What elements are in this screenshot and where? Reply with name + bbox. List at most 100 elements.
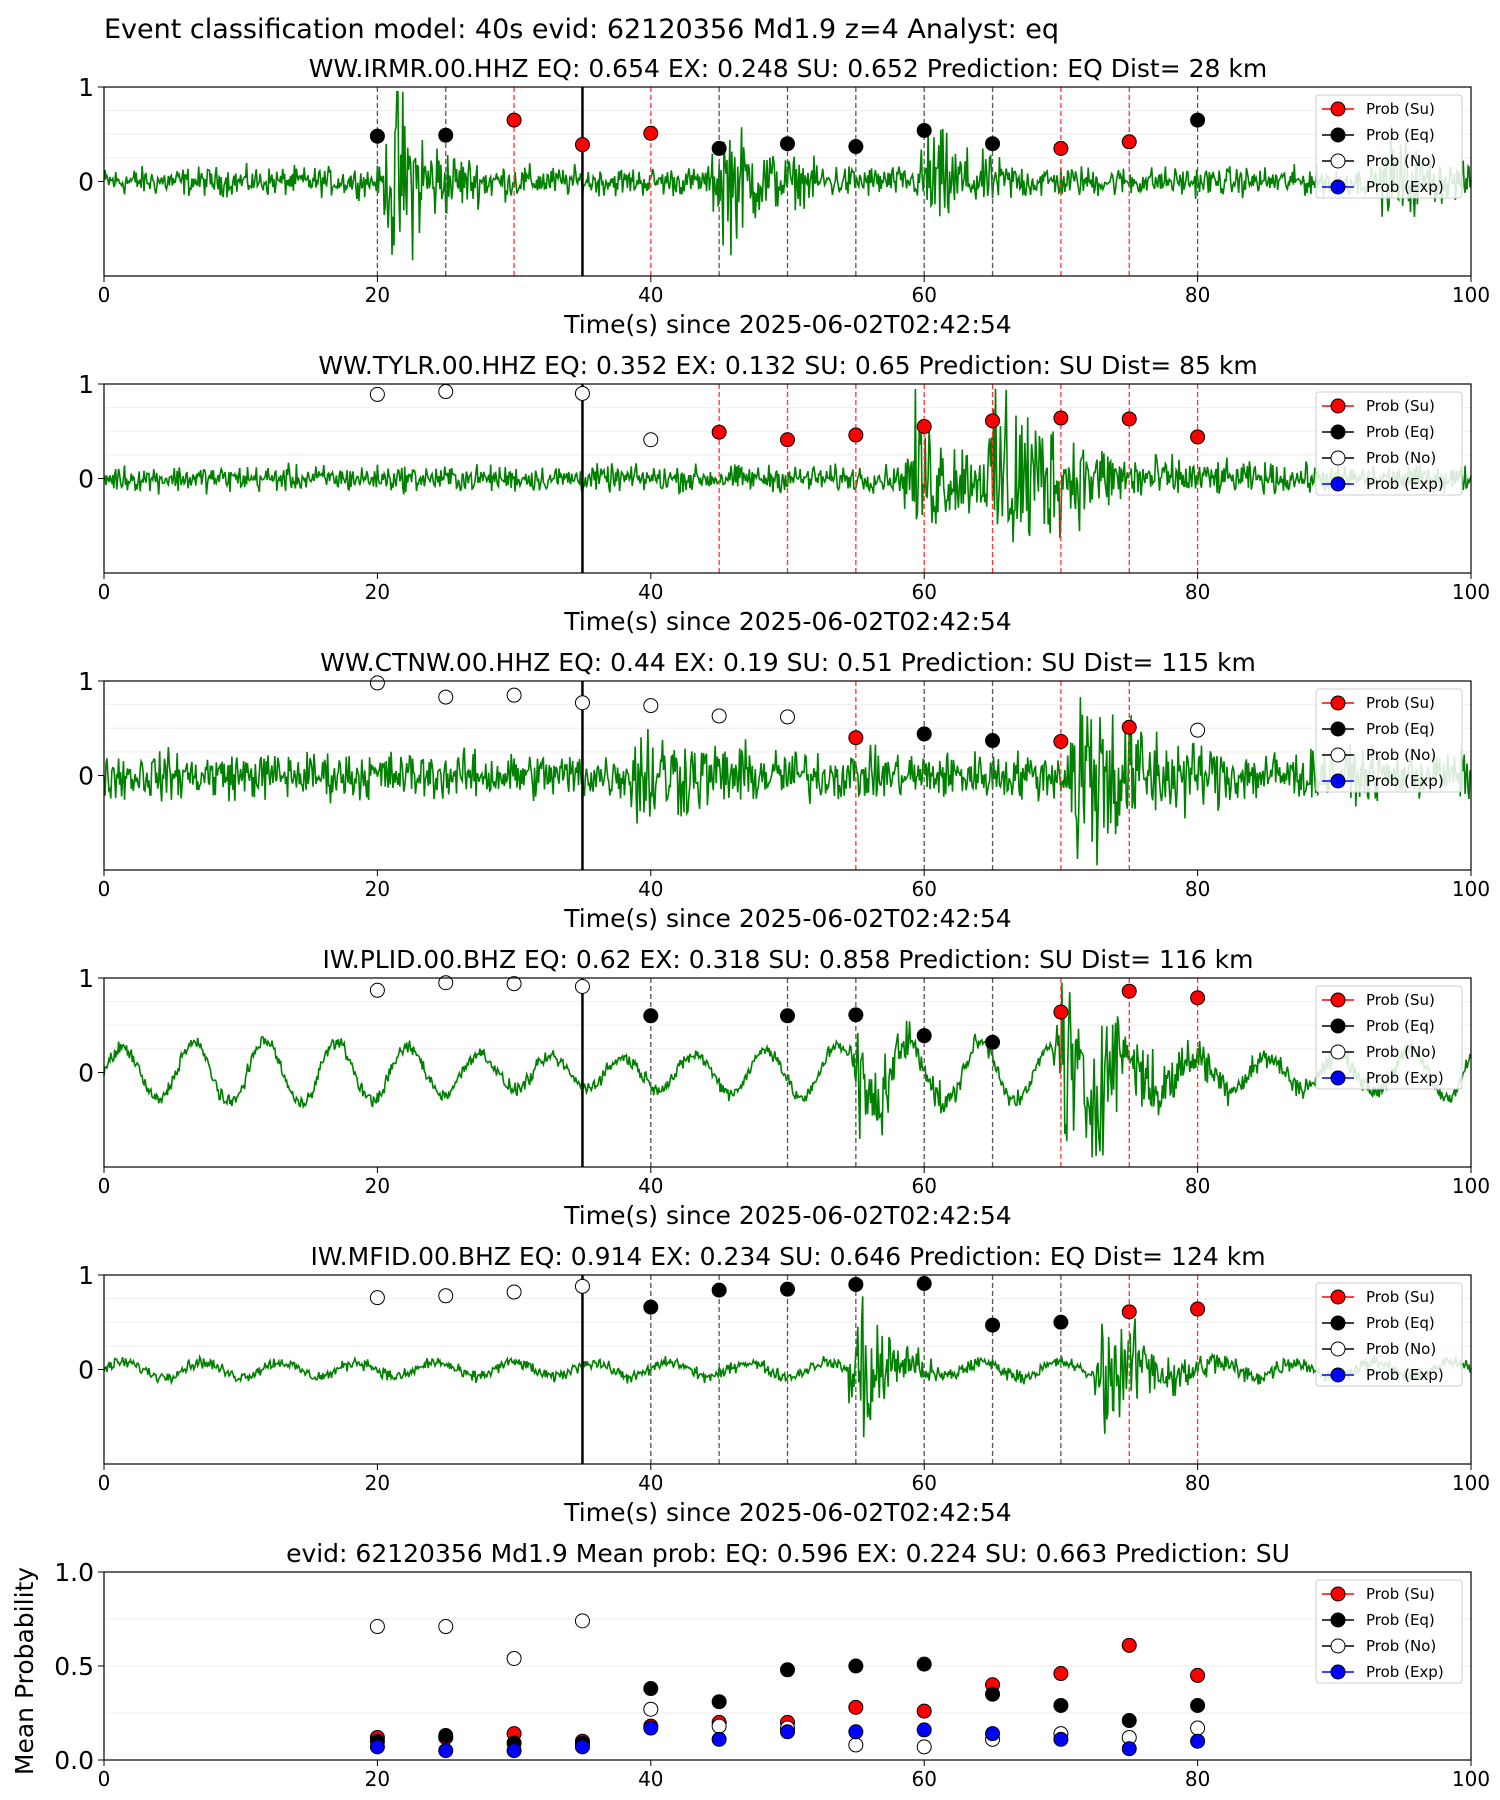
- prob-marker-no: [711, 708, 727, 724]
- prob-marker-su: [1121, 1304, 1137, 1320]
- prob-marker-su: [1121, 134, 1137, 150]
- prob-marker-su: [574, 137, 590, 153]
- legend-marker-exp: [1330, 1664, 1346, 1680]
- panels: WW.IRMR.00.HHZ EQ: 0.654 EX: 0.248 SU: 0…: [10, 54, 1490, 1791]
- legend-label: Prob (No): [1366, 449, 1436, 467]
- x-tick-label: 60: [911, 580, 936, 604]
- prob-marker-no: [643, 432, 659, 448]
- legend-marker-eq: [1330, 424, 1346, 440]
- panel-4: IW.MFID.00.BHZ EQ: 0.914 EX: 0.234 SU: 0…: [78, 1242, 1490, 1527]
- prob-marker-no: [506, 687, 522, 703]
- prob-marker-no: [780, 709, 795, 725]
- y-tick-label: 0: [78, 1059, 94, 1088]
- prob-marker-su: [1121, 983, 1137, 999]
- x-tick-label: 20: [365, 1767, 390, 1791]
- mean-marker-eq: [438, 1728, 454, 1744]
- y-tick-label: 0: [78, 168, 94, 197]
- legend-box: [1315, 1579, 1463, 1684]
- prob-marker-eq: [985, 1034, 1001, 1050]
- prob-marker-su: [848, 427, 864, 443]
- mean-marker-no: [574, 1613, 590, 1629]
- x-tick-label: 100: [1452, 580, 1490, 604]
- x-tick-label: 0: [98, 1471, 111, 1495]
- legend-marker-su: [1330, 101, 1346, 117]
- y-tick-label: 0: [78, 1356, 94, 1385]
- prob-marker-no: [574, 695, 590, 711]
- x-tick-label: 40: [638, 580, 663, 604]
- x-tick-label: 80: [1185, 283, 1210, 307]
- legend-label: Prob (No): [1366, 1637, 1436, 1655]
- x-tick-label: 20: [365, 877, 390, 901]
- x-tick-label: 0: [98, 1767, 111, 1791]
- legend-marker-no: [1330, 1638, 1346, 1654]
- prob-marker-no: [643, 698, 659, 714]
- prob-marker-su: [1053, 140, 1069, 156]
- prob-marker-no: [574, 1278, 590, 1294]
- legend-box: [1315, 688, 1463, 793]
- prob-marker-eq: [985, 733, 1001, 749]
- panel-title: WW.IRMR.00.HHZ EQ: 0.654 EX: 0.248 SU: 0…: [309, 54, 1267, 83]
- legend-box: [1315, 985, 1463, 1090]
- x-tick-label: 80: [1185, 580, 1210, 604]
- mean-marker-exp: [506, 1743, 522, 1759]
- legend-marker-no: [1330, 450, 1346, 466]
- x-axis-label: Time(s) since 2025-06-02T02:42:54: [563, 1498, 1011, 1527]
- prob-marker-eq: [711, 140, 727, 156]
- prob-marker-su: [985, 413, 1001, 429]
- mean-marker-su: [1121, 1637, 1137, 1653]
- legend-marker-exp: [1330, 1070, 1346, 1086]
- prob-marker-no: [574, 385, 590, 401]
- prob-marker-no: [438, 1288, 454, 1304]
- panel-title: IW.PLID.00.BHZ EQ: 0.62 EX: 0.318 SU: 0.…: [323, 945, 1254, 974]
- waveform-trace: [103, 1296, 1472, 1438]
- y-tick-label: 0.0: [54, 1746, 94, 1775]
- x-tick-label: 80: [1185, 1471, 1210, 1495]
- legend-label: Prob (Su): [1366, 100, 1435, 118]
- mean-marker-exp: [1190, 1733, 1206, 1749]
- legend-marker-exp: [1330, 179, 1346, 195]
- x-tick-label: 100: [1452, 877, 1490, 901]
- legend-marker-eq: [1330, 1315, 1346, 1331]
- prob-marker-eq: [369, 128, 385, 144]
- prob-marker-eq: [848, 1007, 864, 1023]
- x-tick-label: 100: [1452, 1174, 1490, 1198]
- prob-marker-su: [916, 419, 932, 435]
- legend-label: Prob (Exp): [1366, 1069, 1444, 1087]
- legend-label: Prob (Su): [1366, 694, 1435, 712]
- panel-1: WW.TYLR.00.HHZ EQ: 0.352 EX: 0.132 SU: 0…: [78, 351, 1490, 636]
- mean-marker-eq: [1053, 1697, 1069, 1713]
- mean-marker-no: [848, 1737, 864, 1753]
- x-tick-label: 0: [98, 1174, 111, 1198]
- y-tick-label: 1: [78, 73, 94, 102]
- mean-marker-exp: [574, 1739, 590, 1755]
- mean-marker-su: [1053, 1666, 1069, 1682]
- panel-title: WW.TYLR.00.HHZ EQ: 0.352 EX: 0.132 SU: 0…: [318, 351, 1257, 380]
- waveform-trace: [103, 388, 1472, 543]
- legend-label: Prob (Eq): [1366, 126, 1435, 144]
- mean-marker-exp: [1121, 1741, 1137, 1757]
- mean-marker-su: [916, 1703, 932, 1719]
- prob-marker-su: [1121, 411, 1137, 427]
- legend-label: Prob (Eq): [1366, 1017, 1435, 1035]
- prob-marker-eq: [1053, 1314, 1069, 1330]
- panel-3: IW.PLID.00.BHZ EQ: 0.62 EX: 0.318 SU: 0.…: [78, 945, 1490, 1230]
- prob-marker-eq: [780, 136, 795, 152]
- prob-marker-eq: [848, 139, 864, 155]
- prob-marker-eq: [916, 1028, 932, 1044]
- mean-marker-exp: [438, 1743, 454, 1759]
- x-tick-label: 20: [365, 580, 390, 604]
- y-tick-label: 1: [78, 667, 94, 696]
- mean-marker-no: [711, 1718, 727, 1734]
- legend-box: [1315, 1282, 1463, 1387]
- legend-label: Prob (Eq): [1366, 720, 1435, 738]
- prob-marker-no: [369, 1290, 385, 1306]
- legend-marker-no: [1330, 1044, 1346, 1060]
- mean-marker-exp: [369, 1739, 385, 1755]
- x-tick-label: 0: [98, 283, 111, 307]
- prob-marker-no: [438, 384, 454, 400]
- prob-marker-eq: [916, 122, 932, 138]
- legend-label: Prob (Eq): [1366, 1611, 1435, 1629]
- mean-marker-eq: [643, 1681, 659, 1697]
- legend-label: Prob (Exp): [1366, 1366, 1444, 1384]
- legend-label: Prob (No): [1366, 746, 1436, 764]
